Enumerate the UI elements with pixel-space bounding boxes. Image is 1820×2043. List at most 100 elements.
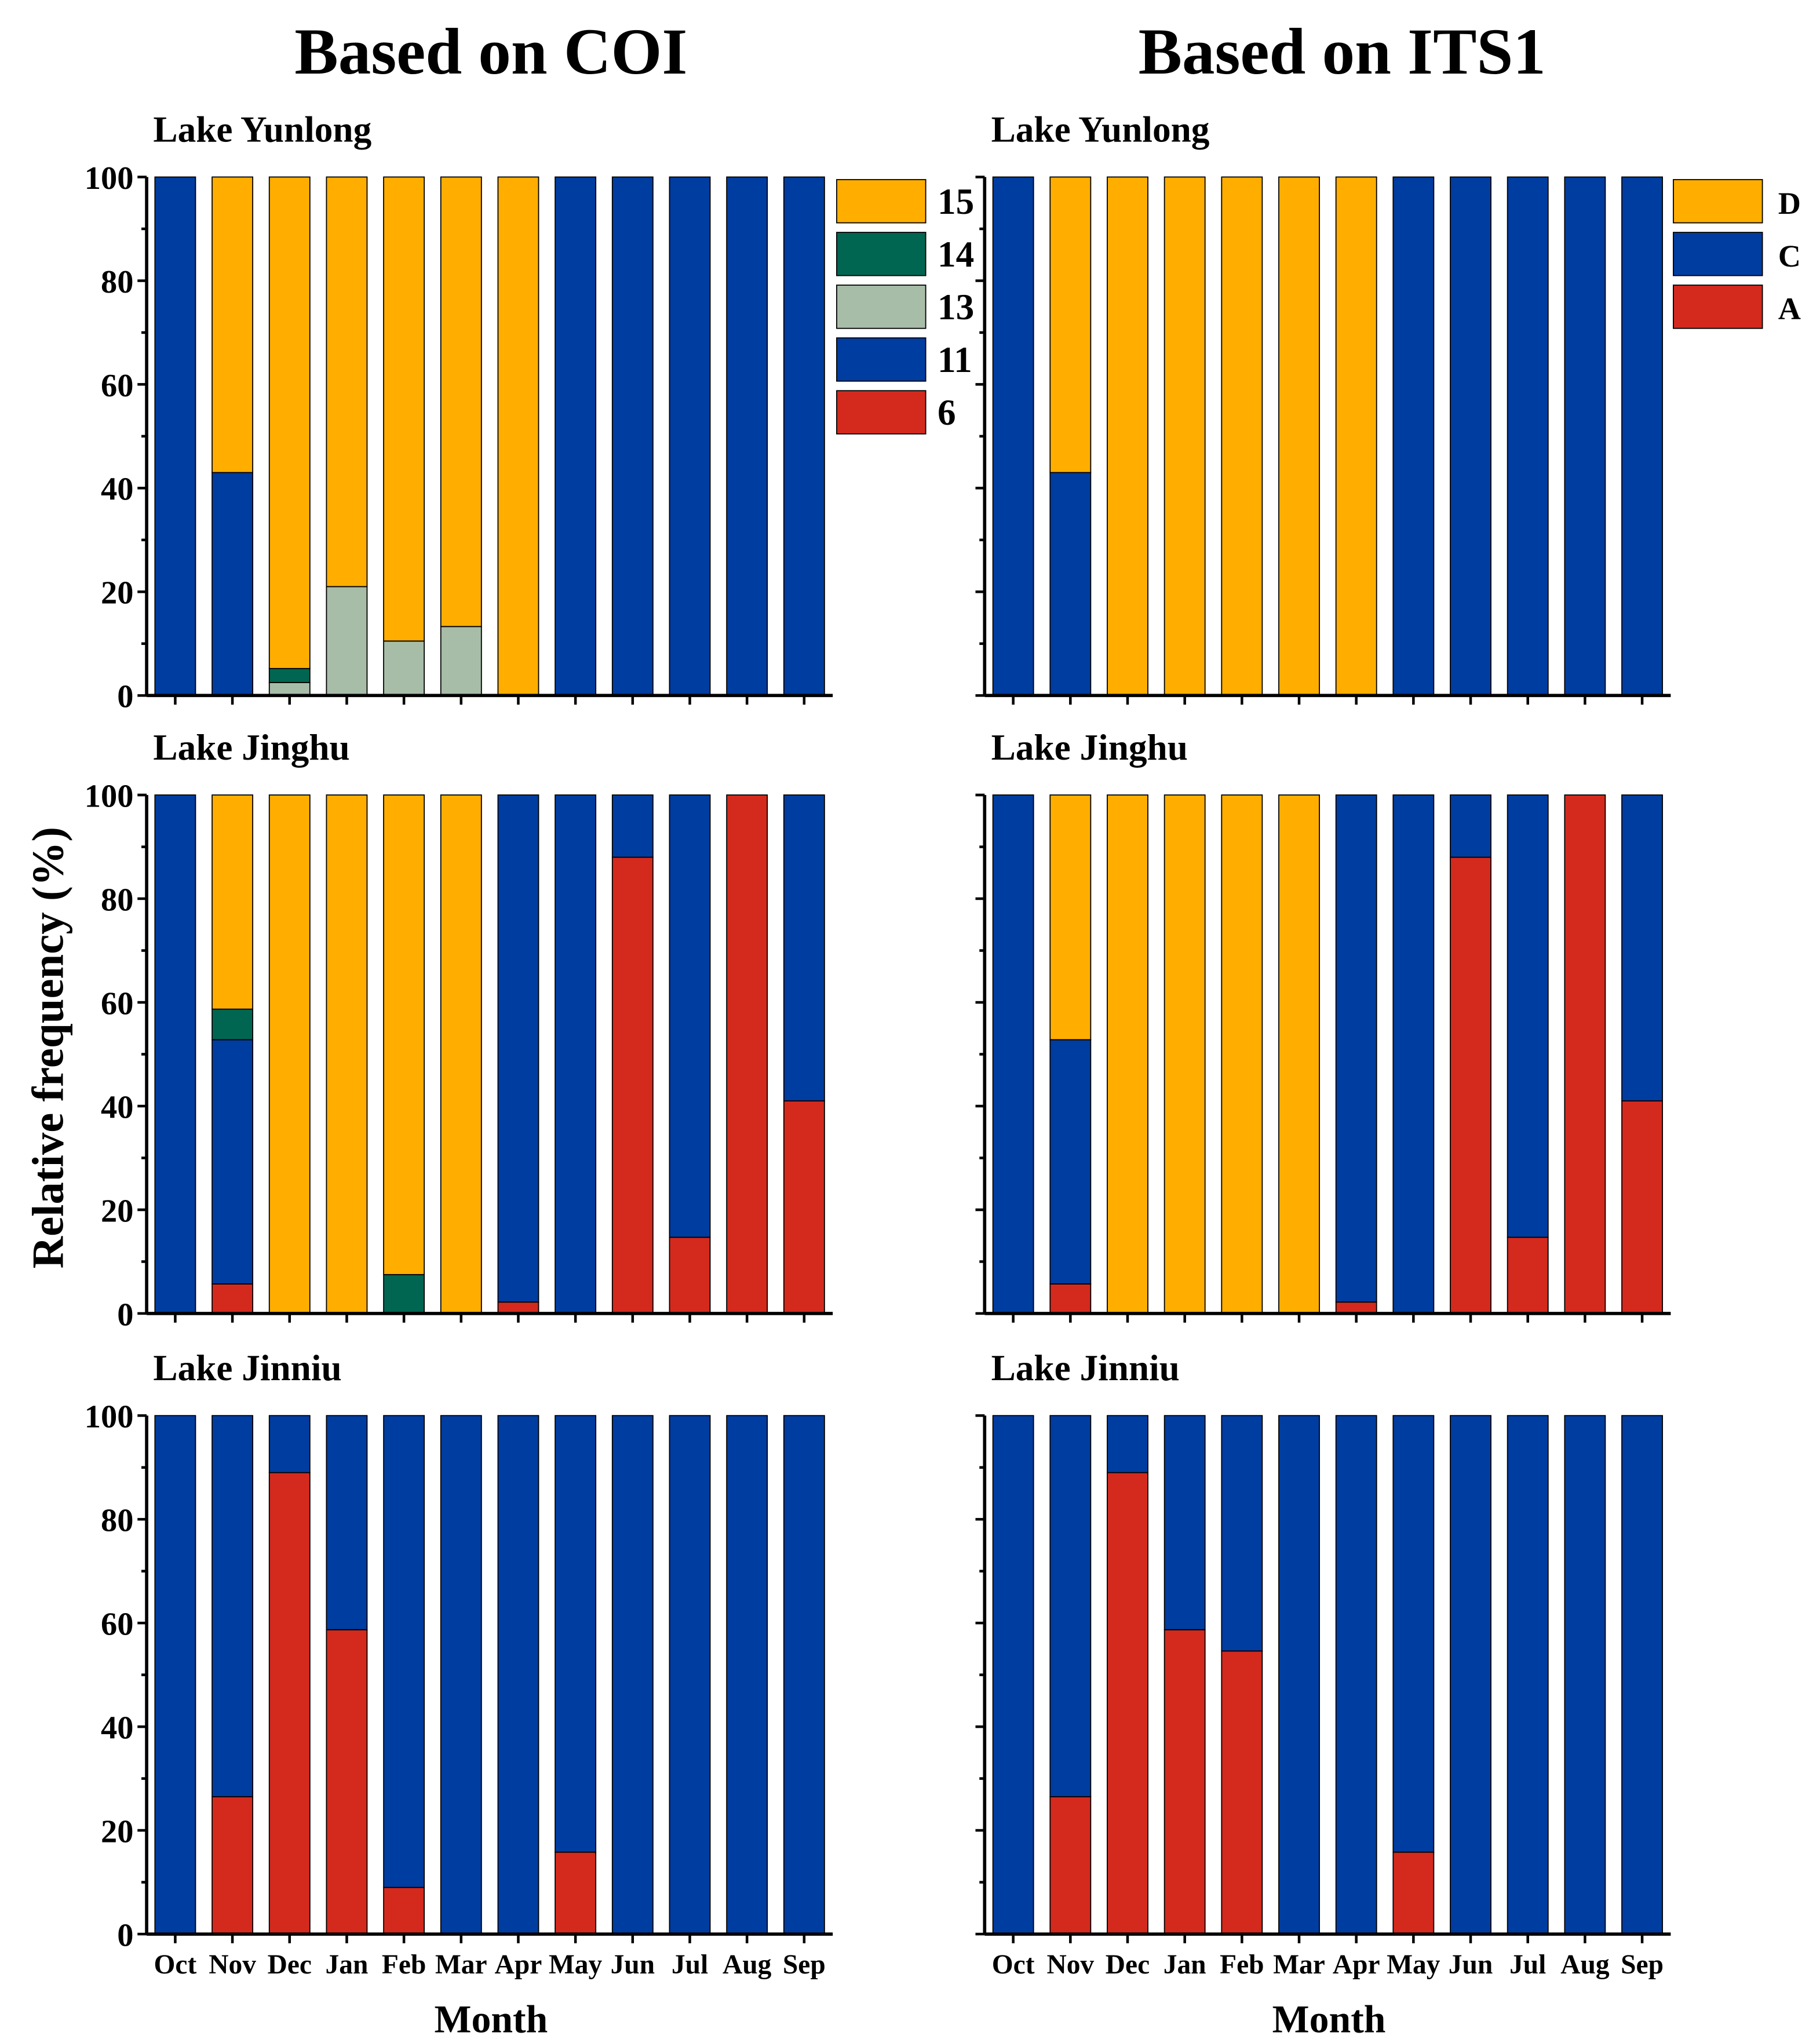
bar-segment-13-dec bbox=[268, 682, 311, 696]
x-tick-label: Jul bbox=[672, 1950, 708, 1980]
bar-segment-11-jul bbox=[669, 176, 711, 696]
x-tick-label: Feb bbox=[382, 1950, 426, 1980]
bar-segment-15-jan bbox=[326, 794, 368, 1314]
x-tick-label: Jan bbox=[1164, 1950, 1206, 1980]
bar-segment-C-mar bbox=[1278, 1415, 1320, 1935]
legend-swatch-15 bbox=[836, 179, 927, 224]
x-tick-label: Aug bbox=[723, 1950, 772, 1980]
bar-segment-11-dec bbox=[268, 1415, 311, 1473]
bar-segment-11-may bbox=[555, 176, 597, 696]
bar-segment-11-jul bbox=[669, 1415, 711, 1935]
bar-segment-11-sep bbox=[783, 794, 825, 1101]
y-tick-label: 20 bbox=[101, 1193, 133, 1229]
bar-segment-C-feb bbox=[1221, 1415, 1263, 1652]
bar-segment-11-aug bbox=[726, 176, 768, 696]
bar-segment-15-apr bbox=[497, 176, 539, 696]
x-tick-label: Sep bbox=[783, 1950, 826, 1980]
bar-segment-C-nov bbox=[1049, 1039, 1092, 1285]
bar-segment-15-mar bbox=[440, 176, 482, 628]
bar-segment-A-jun bbox=[1450, 856, 1491, 1314]
x-tick-label: May bbox=[549, 1950, 602, 1980]
y-tick-label: 60 bbox=[101, 986, 133, 1021]
bar-segment-C-nov bbox=[1049, 1415, 1092, 1797]
bar-segment-11-jun bbox=[611, 794, 654, 858]
legend-label: 15 bbox=[938, 181, 974, 222]
panel-title: Lake Jinghu bbox=[153, 727, 349, 768]
x-tick-label: Aug bbox=[1560, 1950, 1610, 1980]
panel-title: Lake Yunlong bbox=[991, 109, 1210, 149]
bar-segment-A-apr bbox=[1335, 1301, 1377, 1314]
bar-segment-11-oct bbox=[154, 1415, 196, 1935]
legend-swatch-C bbox=[1673, 232, 1763, 276]
y-tick-label: 40 bbox=[101, 472, 133, 508]
bar-segment-11-sep bbox=[783, 176, 825, 696]
bar-segment-C-jul bbox=[1507, 1415, 1549, 1935]
x-tick-label: Mar bbox=[1273, 1950, 1325, 1980]
bar-segment-6-feb bbox=[383, 1887, 425, 1935]
bar-segment-A-may bbox=[1392, 1851, 1435, 1935]
x-axis-label-right: Month bbox=[1272, 1997, 1386, 2041]
bar-segment-C-jul bbox=[1507, 176, 1549, 696]
bar-segment-15-nov bbox=[211, 176, 254, 473]
y-tick-label: 80 bbox=[101, 882, 133, 918]
legend-swatch-14 bbox=[836, 232, 927, 276]
bar-segment-6-may bbox=[555, 1851, 597, 1935]
bar-segment-11-apr bbox=[497, 1415, 539, 1935]
y-tick-label: 0 bbox=[117, 679, 133, 715]
bar-segment-D-nov bbox=[1049, 176, 1092, 473]
bar-segment-6-jun bbox=[611, 856, 654, 1314]
bar-segment-11-nov bbox=[211, 1039, 254, 1285]
bar-segment-D-apr bbox=[1335, 176, 1377, 696]
legend-label: D bbox=[1778, 186, 1801, 221]
bar-segment-11-jun bbox=[611, 176, 654, 696]
y-tick-label: 0 bbox=[117, 1917, 133, 1953]
bar-segment-11-oct bbox=[154, 794, 196, 1314]
title-coi: Based on COI bbox=[294, 16, 687, 88]
bar-segment-C-sep bbox=[1621, 176, 1663, 696]
x-tick-label: Apr bbox=[495, 1950, 542, 1980]
bar-segment-13-feb bbox=[383, 640, 425, 696]
bar-segment-11-aug bbox=[726, 1415, 768, 1935]
bar-segment-A-nov bbox=[1049, 1283, 1092, 1314]
legend-label: 11 bbox=[938, 340, 972, 380]
bar-segment-A-sep bbox=[1621, 1100, 1663, 1314]
y-axis-label: Relative frequency (%) bbox=[23, 827, 72, 1268]
bar-segment-C-may bbox=[1392, 1415, 1435, 1853]
y-tick-label: 100 bbox=[85, 778, 134, 814]
bar-segment-C-sep bbox=[1621, 1415, 1663, 1935]
bar-segment-C-jan bbox=[1164, 1415, 1206, 1630]
panel-title: Lake Jinniu bbox=[153, 1348, 341, 1388]
y-tick-label: 100 bbox=[85, 160, 134, 196]
bar-segment-15-dec bbox=[268, 176, 311, 669]
bar-segment-C-jun bbox=[1450, 176, 1491, 696]
bar-segment-A-feb bbox=[1221, 1650, 1263, 1935]
x-tick-label: Apr bbox=[1333, 1950, 1380, 1980]
bar-segment-C-oct bbox=[992, 794, 1034, 1314]
x-tick-label: Jan bbox=[326, 1950, 369, 1980]
bar-segment-11-feb bbox=[383, 1415, 425, 1888]
bar-segment-A-jul bbox=[1507, 1236, 1549, 1314]
panel-title: Lake Jinniu bbox=[991, 1348, 1180, 1388]
bar-segment-11-oct bbox=[154, 176, 196, 696]
legend-swatch-11 bbox=[836, 337, 927, 382]
bar-segment-A-aug bbox=[1564, 794, 1606, 1314]
bar-segment-C-may bbox=[1392, 794, 1435, 1314]
bar-segment-D-jan bbox=[1164, 794, 1206, 1314]
legend-its1: DCA bbox=[1673, 179, 1801, 329]
x-tick-label: Oct bbox=[154, 1950, 197, 1980]
x-tick-label: Dec bbox=[268, 1950, 312, 1980]
bar-segment-D-jan bbox=[1164, 176, 1206, 696]
bar-segment-D-nov bbox=[1049, 794, 1092, 1041]
bar-segment-13-mar bbox=[440, 626, 482, 696]
bar-segment-11-jul bbox=[669, 794, 711, 1238]
bar-segment-D-dec bbox=[1107, 794, 1148, 1314]
legend-swatch-13 bbox=[836, 284, 927, 329]
y-tick-label: 0 bbox=[117, 1297, 133, 1333]
y-tick-label: 80 bbox=[101, 264, 133, 300]
bar-segment-11-nov bbox=[211, 472, 254, 696]
bar-segment-A-nov bbox=[1049, 1796, 1092, 1935]
bar-segment-C-oct bbox=[992, 1415, 1034, 1935]
panel-its1-lake-jinniu: Lake Jinniu Oct Nov Dec Jan Feb Mar Apr May Jun Ju… bbox=[975, 1348, 1671, 1980]
bar-segment-11-apr bbox=[497, 794, 539, 1303]
